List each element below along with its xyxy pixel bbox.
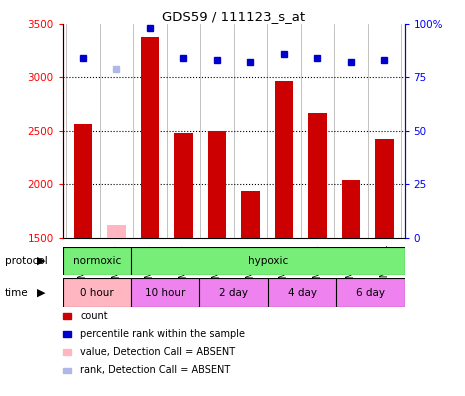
Title: GDS59 / 111123_s_at: GDS59 / 111123_s_at bbox=[162, 10, 305, 23]
Text: normoxic: normoxic bbox=[73, 256, 121, 266]
Text: 6 day: 6 day bbox=[356, 287, 385, 298]
Bar bbox=[241, 190, 259, 238]
Bar bbox=[208, 131, 226, 238]
FancyBboxPatch shape bbox=[199, 278, 268, 307]
Bar bbox=[308, 112, 326, 238]
Bar bbox=[73, 124, 92, 238]
Bar bbox=[275, 82, 293, 238]
Text: 2 day: 2 day bbox=[219, 287, 248, 298]
Bar bbox=[342, 180, 360, 238]
Text: 0 hour: 0 hour bbox=[80, 287, 114, 298]
FancyBboxPatch shape bbox=[131, 247, 405, 275]
Bar bbox=[375, 139, 394, 238]
FancyBboxPatch shape bbox=[63, 247, 131, 275]
Bar bbox=[141, 36, 159, 238]
Text: value, Detection Call = ABSENT: value, Detection Call = ABSENT bbox=[80, 347, 236, 357]
Bar bbox=[174, 133, 193, 238]
FancyBboxPatch shape bbox=[268, 278, 336, 307]
Text: ▶: ▶ bbox=[37, 287, 46, 298]
Text: count: count bbox=[80, 311, 108, 321]
FancyBboxPatch shape bbox=[63, 278, 131, 307]
Text: ▶: ▶ bbox=[37, 256, 46, 266]
Bar bbox=[107, 225, 126, 238]
Text: time: time bbox=[5, 287, 28, 298]
Text: protocol: protocol bbox=[5, 256, 47, 266]
FancyBboxPatch shape bbox=[131, 278, 199, 307]
FancyBboxPatch shape bbox=[336, 278, 405, 307]
Text: percentile rank within the sample: percentile rank within the sample bbox=[80, 329, 246, 339]
Text: rank, Detection Call = ABSENT: rank, Detection Call = ABSENT bbox=[80, 366, 231, 375]
Text: 10 hour: 10 hour bbox=[145, 287, 186, 298]
Text: 4 day: 4 day bbox=[287, 287, 317, 298]
Text: hypoxic: hypoxic bbox=[248, 256, 288, 266]
